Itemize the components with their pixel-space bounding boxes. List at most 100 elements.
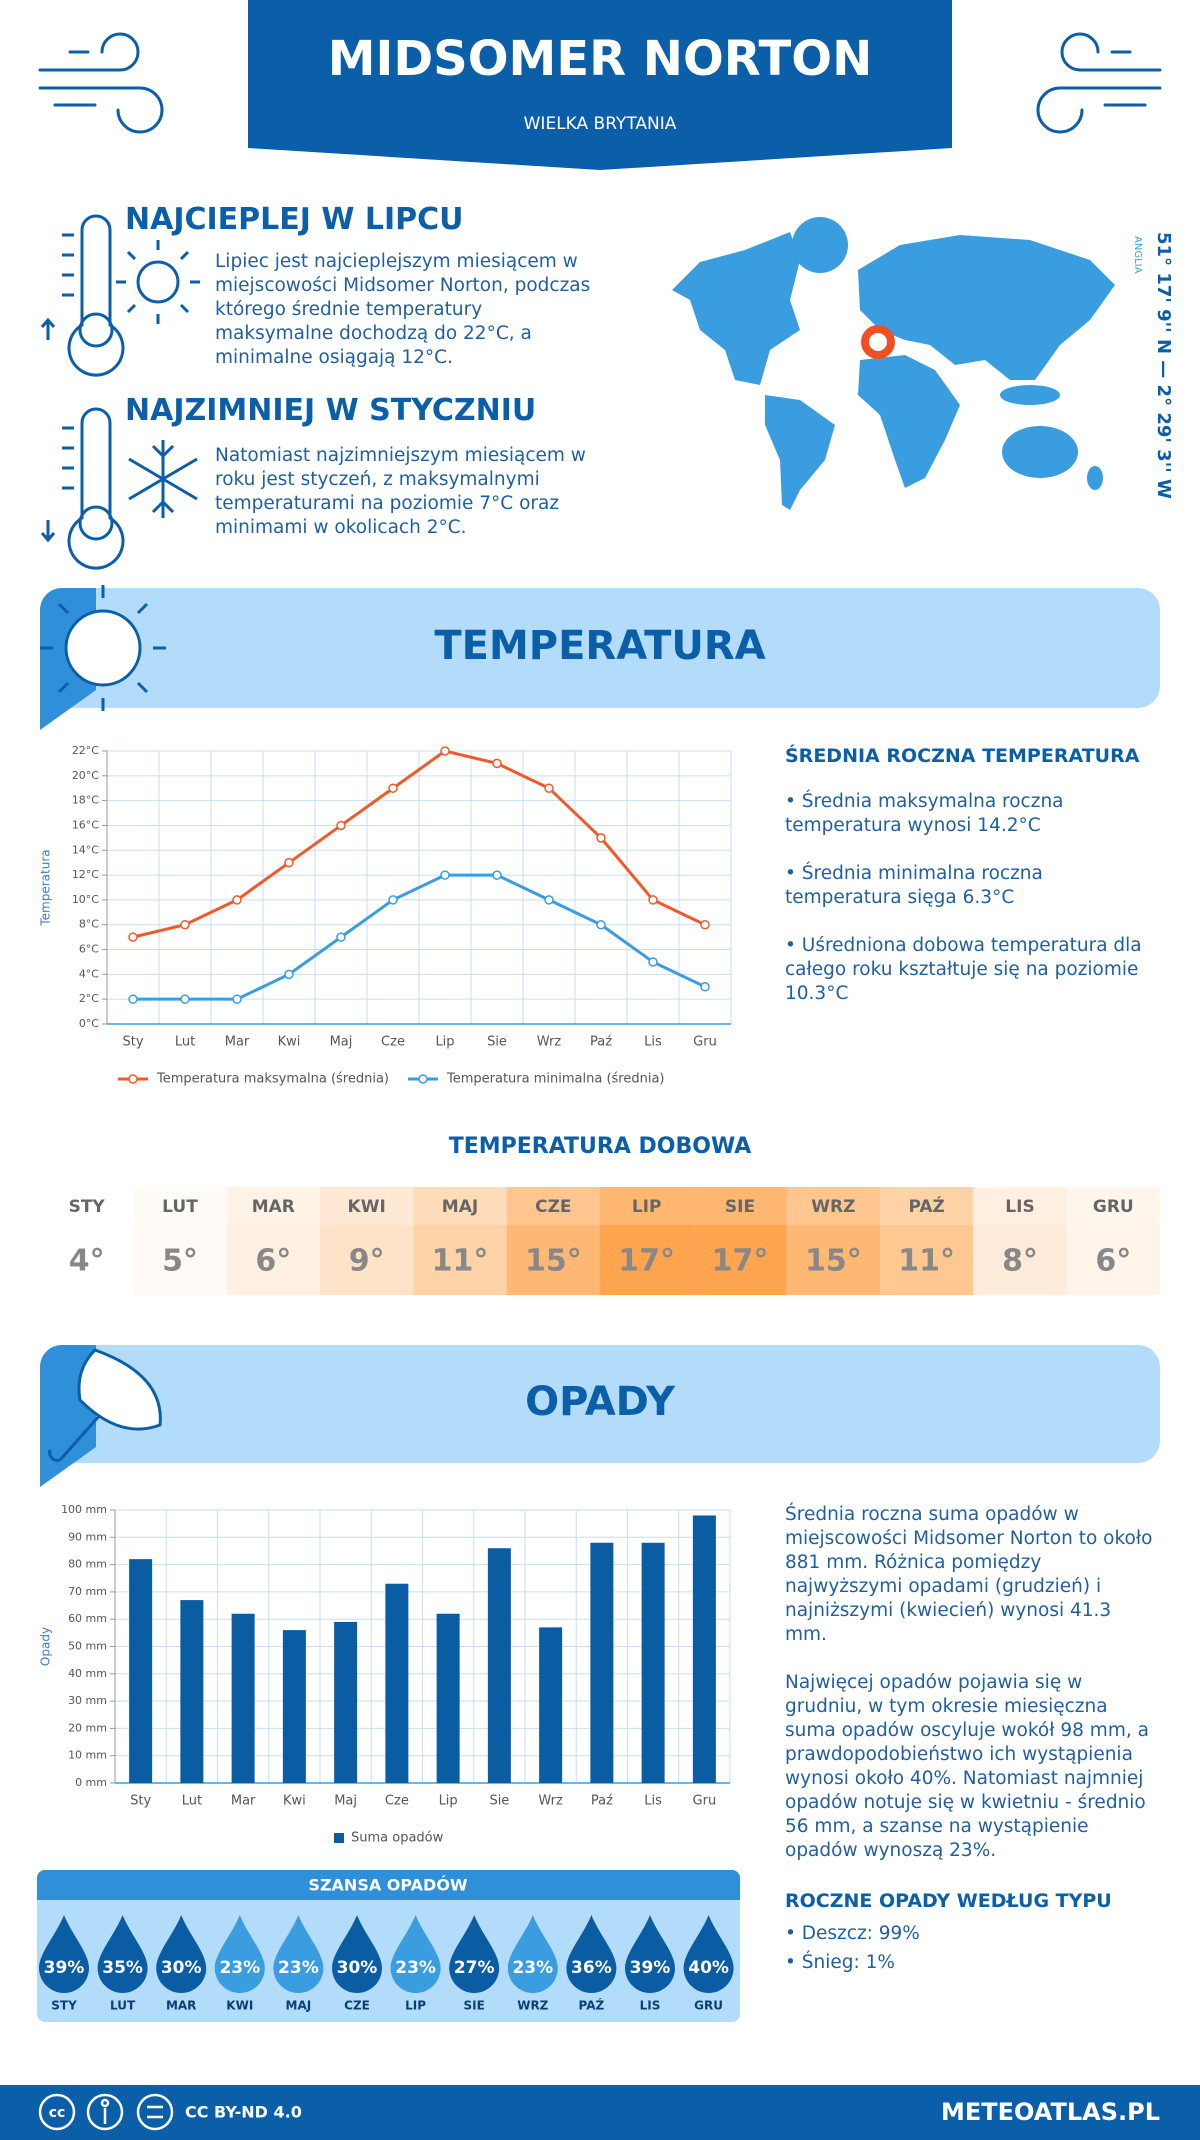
x-tick-label: Sie — [487, 1035, 507, 1050]
point — [440, 870, 450, 880]
location-marker-center — [869, 333, 887, 351]
umbrella-icon — [48, 1348, 162, 1462]
chance-value: 23% — [219, 1958, 260, 1978]
point — [700, 982, 710, 992]
y-tick-label: 90 mm — [68, 1530, 107, 1543]
y-tick-label: 14°C — [72, 843, 99, 856]
x-tick-label: Paź — [590, 1035, 612, 1050]
daily-header-cell — [413, 1187, 507, 1225]
legend-swatch-dot — [418, 1074, 428, 1084]
drop — [214, 1915, 265, 1994]
chance-value: 23% — [278, 1958, 319, 1978]
coldest-title: NAJZIMNIEJ W STYCZNIU — [125, 393, 537, 428]
point — [128, 994, 138, 1004]
chance-month: PAŹ — [579, 1998, 605, 2013]
drop — [449, 1915, 500, 1993]
title: MIDSOMER NORTON — [328, 31, 873, 87]
bar — [641, 1542, 665, 1783]
daily-header-cell — [600, 1187, 694, 1225]
region: ANGLIA — [1132, 236, 1143, 274]
chance-month: KWI — [226, 1999, 253, 2013]
y-tick-label: 4°C — [79, 967, 99, 980]
x-tick-label: Mar — [231, 1794, 256, 1809]
types-title: ROCZNE OPADY WEDŁUG TYPU — [785, 1890, 1112, 1912]
bullet: • Średnia maksymalna roczna temperatura … — [785, 791, 1064, 836]
point — [544, 895, 554, 905]
daily-value-cell — [133, 1225, 227, 1295]
daily-header-cell — [40, 1187, 134, 1225]
y-tick-label: 10 mm — [68, 1749, 107, 1762]
daily-value-cell — [506, 1225, 600, 1295]
chance-value: 23% — [395, 1958, 436, 1978]
daily-value-cell — [1066, 1225, 1160, 1295]
daily-value: 11° — [898, 1244, 955, 1279]
point — [284, 857, 294, 868]
y-tick-label: 10°C — [72, 893, 99, 906]
chance-month: SIE — [464, 1999, 485, 2013]
bullet: • Średnia minimalna roczna temperatura s… — [785, 863, 1043, 908]
daily-value-cell — [40, 1225, 134, 1295]
y-tick-label: 0 mm — [75, 1776, 107, 1789]
y-tick-label: 70 mm — [68, 1585, 107, 1598]
bullet: • Uśredniona dobowa temperatura dla całe… — [785, 935, 1142, 1004]
daily-value-cell — [880, 1225, 974, 1295]
legend-label: Temperatura maksymalna (średnia) — [156, 1072, 389, 1087]
daily-value-cell — [600, 1225, 694, 1295]
wind-icon — [38, 32, 1162, 134]
x-tick-label: Cze — [385, 1794, 409, 1809]
daily-value-cell — [320, 1225, 414, 1295]
daily-header-cell — [226, 1187, 320, 1225]
daily-value: 8° — [1002, 1244, 1038, 1279]
temp-summary-title: ŚREDNIA ROCZNA TEMPERATURA — [785, 745, 1140, 767]
daily-month: CZE — [535, 1197, 571, 1217]
y-tick-label: 22°C — [72, 744, 99, 757]
x-tick-label: Sty — [130, 1794, 151, 1809]
x-tick-label: Mar — [225, 1035, 250, 1050]
x-tick-label: Maj — [330, 1035, 353, 1050]
y-tick-label: 100 mm — [61, 1503, 107, 1516]
bar — [129, 1559, 153, 1783]
point — [492, 758, 502, 769]
daily-value-cell — [973, 1225, 1067, 1295]
bar — [231, 1613, 255, 1783]
chance-value: 35% — [102, 1958, 143, 1978]
section-title: OPADY — [525, 1379, 676, 1425]
chance-header — [37, 1870, 740, 1900]
daily-month: LUT — [162, 1197, 198, 1217]
chance-value: 36% — [571, 1958, 612, 1978]
point — [180, 994, 190, 1004]
series-line — [132, 749, 706, 939]
chance-month: LIP — [405, 1999, 426, 2013]
hottest-text: Lipiec jest najcieplejszym miesiącem w m… — [215, 251, 591, 368]
chance-month: GRU — [694, 1999, 723, 2013]
bar — [334, 1621, 358, 1783]
daily-value: 15° — [525, 1244, 582, 1279]
hottest-title: NAJCIEPLEJ W LIPCU — [125, 202, 464, 237]
temp-bullets: • Średnia maksymalna roczna temperatura … — [785, 790, 1155, 1030]
daily-value-cell — [693, 1225, 787, 1295]
type-item: • Deszcz: 99% — [785, 1923, 920, 1944]
thermo-cold-icon — [40, 407, 198, 570]
daily-header-cell — [880, 1187, 974, 1225]
chance-box — [37, 1870, 740, 2022]
daily-month: WRZ — [811, 1197, 855, 1217]
daily-value: 17° — [712, 1244, 769, 1279]
daily-month: MAR — [252, 1197, 295, 1217]
chance-month: CZE — [344, 1999, 370, 2013]
drop — [683, 1915, 734, 1993]
daily-header-cell — [786, 1187, 880, 1225]
y-tick-label: 6°C — [79, 943, 99, 956]
precip-text: Średnia roczna suma opadów w miejscowośc… — [785, 1503, 1155, 1887]
bar — [436, 1613, 460, 1783]
daily-value: 4° — [69, 1244, 105, 1279]
daily-value: 6° — [255, 1244, 291, 1279]
legend-label: Suma opadów — [351, 1831, 444, 1846]
y-axis-title: Temperatura — [39, 849, 53, 926]
legend-swatch-dot — [128, 1074, 138, 1084]
daily-value: 5° — [162, 1244, 198, 1279]
daily-value: 6° — [1095, 1244, 1131, 1279]
chance-title: SZANSA OPADÓW — [308, 1876, 468, 1895]
bar — [539, 1627, 563, 1783]
x-tick-label: Cze — [381, 1035, 405, 1050]
